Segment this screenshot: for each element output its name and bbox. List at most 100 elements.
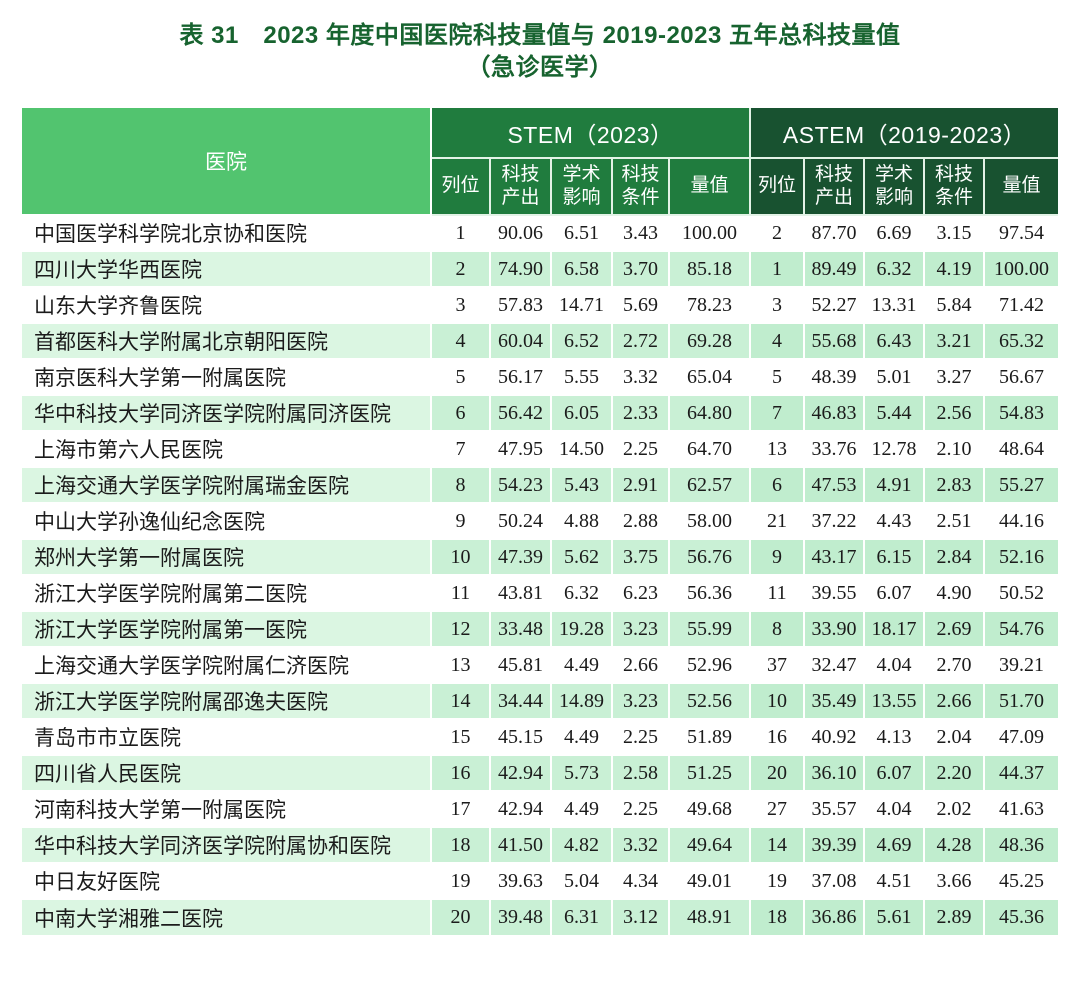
astem-value-cell: 45.36 (983, 898, 1060, 937)
stem-sci-output-cell: 39.48 (489, 898, 552, 937)
astem-rank-cell: 7 (749, 394, 806, 432)
stem-sci-condition-cell: 5.69 (611, 286, 670, 324)
astem-rank-cell: 4 (749, 322, 806, 360)
astem-sci-condition-cell: 3.21 (923, 322, 986, 360)
hospital-name-cell: 浙江大学医学院附属邵逸夫医院 (21, 682, 432, 720)
astem-rank-cell: 21 (749, 502, 806, 540)
stem-sci-output-cell: 33.48 (489, 610, 552, 648)
stem-rank-cell: 1 (430, 214, 491, 252)
page-title: 表 31 2023 年度中国医院科技量值与 2019-2023 五年总科技量值 … (0, 20, 1080, 83)
astem-academic-impact-cell: 13.31 (863, 286, 926, 324)
stem-academic-impact-cell: 6.52 (550, 322, 613, 360)
stem-value-cell: 52.96 (667, 646, 752, 684)
astem-rank-cell: 16 (749, 718, 806, 756)
stem-academic-impact-cell: 6.05 (550, 394, 613, 432)
stem-rank-cell: 6 (430, 394, 491, 432)
stem-sci-condition-cell: 2.72 (611, 322, 670, 360)
stem-academic-impact-cell: 4.88 (550, 502, 613, 540)
column-header-hospital: 医院 (21, 107, 432, 216)
astem-sci-output-cell: 48.39 (803, 358, 866, 396)
stem-sci-condition-cell: 6.23 (611, 574, 670, 612)
table-row: 四川大学华西医院 2 74.90 6.58 3.70 85.18 1 89.49 6.32 4.1… (21, 250, 1060, 288)
stem-sci-output-cell: 47.95 (489, 430, 552, 468)
astem-sci-output-cell: 43.17 (803, 538, 866, 576)
stem-sci-output-cell: 74.90 (489, 250, 552, 288)
stem-rank-cell: 3 (430, 286, 491, 324)
stem-rank-cell: 2 (430, 250, 491, 288)
hospital-name-cell: 中日友好医院 (21, 862, 432, 900)
stem-academic-impact-cell: 19.28 (550, 610, 613, 648)
table-row: 上海交通大学医学院附属瑞金医院 8 54.23 5.43 2.91 62.57 6 47.53… (21, 466, 1060, 504)
astem-academic-impact-cell: 4.13 (863, 718, 926, 756)
stem-value-cell: 48.91 (667, 898, 752, 937)
astem-sci-condition-cell: 2.51 (923, 502, 986, 540)
stem-sci-condition-cell: 3.43 (611, 214, 670, 252)
hospital-name-cell: 南京医科大学第一附属医院 (21, 358, 432, 396)
table-row: 首都医科大学附属北京朝阳医院 4 60.04 6.52 2.72 69.28 4 55.68 6… (21, 322, 1060, 360)
astem-sci-condition-cell: 2.69 (923, 610, 986, 648)
stem-academic-impact-cell: 5.04 (550, 862, 613, 900)
table-row: 浙江大学医学院附属第二医院 11 43.81 6.32 6.23 56.36 11 39.55… (21, 574, 1060, 612)
astem-sci-output-cell: 39.39 (803, 826, 866, 864)
stem-academic-impact-cell: 6.31 (550, 898, 613, 937)
table-row: 河南科技大学第一附属医院 17 42.94 4.49 2.25 49.68 27 35.57 4… (21, 790, 1060, 828)
astem-rank-cell: 14 (749, 826, 806, 864)
table-row: 中南大学湘雅二医院 20 39.48 6.31 3.12 48.91 18 36.86 5.61… (21, 898, 1060, 937)
astem-rank-cell: 13 (749, 430, 806, 468)
table-row: 上海市第六人民医院 7 47.95 14.50 2.25 64.70 13 33.76 12.7… (21, 430, 1060, 468)
astem-value-cell: 54.76 (983, 610, 1060, 648)
stem-academic-impact-cell: 4.49 (550, 646, 613, 684)
stem-sci-output-cell: 57.83 (489, 286, 552, 324)
astem-value-cell: 54.83 (983, 394, 1060, 432)
stem-sci-condition-cell: 4.34 (611, 862, 670, 900)
astem-sci-condition-cell: 2.66 (923, 682, 986, 720)
stem-academic-impact-header: 学术影响 (550, 157, 613, 216)
astem-value-cell: 45.25 (983, 862, 1060, 900)
astem-sci-output-cell: 47.53 (803, 466, 866, 504)
astem-value-cell: 55.27 (983, 466, 1060, 504)
astem-value-cell: 97.54 (983, 214, 1060, 252)
astem-sci-output-cell: 37.22 (803, 502, 866, 540)
stem-academic-impact-cell: 4.49 (550, 790, 613, 828)
astem-academic-impact-cell: 5.61 (863, 898, 926, 937)
astem-sci-condition-cell: 2.84 (923, 538, 986, 576)
stem-rank-cell: 14 (430, 682, 491, 720)
stem-academic-impact-cell: 14.50 (550, 430, 613, 468)
stem-value-cell: 64.80 (667, 394, 752, 432)
astem-sci-output-cell: 36.86 (803, 898, 866, 937)
astem-sci-condition-cell: 2.83 (923, 466, 986, 504)
astem-academic-impact-cell: 6.07 (863, 754, 926, 792)
stem-sci-condition-cell: 3.75 (611, 538, 670, 576)
stem-sci-condition-cell: 3.23 (611, 610, 670, 648)
astem-academic-impact-cell: 4.04 (863, 646, 926, 684)
stem-value-cell: 56.36 (667, 574, 752, 612)
stem-value-cell: 51.25 (667, 754, 752, 792)
hospital-name-cell: 青岛市市立医院 (21, 718, 432, 756)
hospital-name-cell: 中国医学科学院北京协和医院 (21, 214, 432, 252)
stem-rank-header: 列位 (430, 157, 491, 216)
astem-sci-condition-cell: 4.28 (923, 826, 986, 864)
stem-sci-output-cell: 45.15 (489, 718, 552, 756)
astem-rank-cell: 3 (749, 286, 806, 324)
stem-sci-condition-header: 科技条件 (611, 157, 670, 216)
hospital-name-cell: 首都医科大学附属北京朝阳医院 (21, 322, 432, 360)
astem-sci-condition-cell: 2.04 (923, 718, 986, 756)
stem-sci-output-cell: 56.17 (489, 358, 552, 396)
stem-sci-condition-cell: 2.25 (611, 430, 670, 468)
astem-value-cell: 41.63 (983, 790, 1060, 828)
astem-academic-impact-cell: 6.32 (863, 250, 926, 288)
astem-sci-output-cell: 37.08 (803, 862, 866, 900)
astem-academic-impact-header: 学术影响 (863, 157, 926, 216)
astem-value-cell: 51.70 (983, 682, 1060, 720)
stem-value-header: 量值 (667, 157, 752, 216)
astem-sci-condition-cell: 3.66 (923, 862, 986, 900)
stem-sci-output-header: 科技产出 (489, 157, 552, 216)
stem-rank-cell: 19 (430, 862, 491, 900)
table-row: 华中科技大学同济医学院附属协和医院 18 41.50 4.82 3.32 49.64 14 3… (21, 826, 1060, 864)
astem-sci-condition-cell: 2.02 (923, 790, 986, 828)
stem-sci-condition-cell: 2.58 (611, 754, 670, 792)
astem-academic-impact-cell: 4.04 (863, 790, 926, 828)
astem-sci-condition-header: 科技条件 (923, 157, 986, 216)
table-row: 南京医科大学第一附属医院 5 56.17 5.55 3.32 65.04 5 48.39 5.0… (21, 358, 1060, 396)
stem-sci-condition-cell: 2.66 (611, 646, 670, 684)
